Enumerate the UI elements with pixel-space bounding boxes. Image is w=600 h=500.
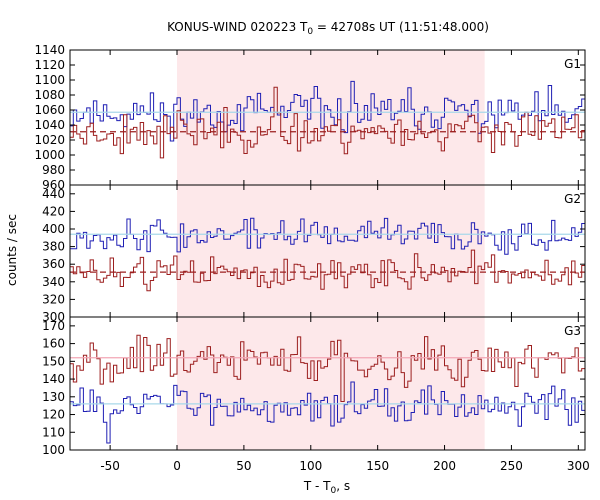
chart-title: KONUS-WIND 020223 T0 = 42708s UT (11:51:… bbox=[167, 20, 489, 37]
y-tick-label: 360 bbox=[42, 257, 65, 271]
y-tick-label: 120 bbox=[42, 408, 65, 422]
y-tick-label: 960 bbox=[42, 178, 65, 192]
y-tick-label: 1140 bbox=[34, 43, 65, 57]
x-tick-label: 100 bbox=[299, 459, 322, 473]
series-g2-1 bbox=[70, 217, 585, 255]
x-tick-label: 50 bbox=[236, 459, 251, 473]
y-tick-label: 340 bbox=[42, 275, 65, 289]
panel-label-g3: G3 bbox=[564, 324, 581, 338]
y-tick-label: 300 bbox=[42, 310, 65, 324]
y-tick-label: 1080 bbox=[34, 88, 65, 102]
y-tick-label: 440 bbox=[42, 187, 65, 201]
chart-title-rest: = 42708s UT (11:51:48.000) bbox=[313, 20, 489, 34]
x-tick-label: 150 bbox=[366, 459, 389, 473]
y-tick-label: 380 bbox=[42, 240, 65, 254]
y-tick-label: 1020 bbox=[34, 133, 65, 147]
y-tick-label: 1000 bbox=[34, 148, 65, 162]
plot-layer: 96098010001020104010601080110011201140G1… bbox=[34, 43, 589, 473]
series-g3-2 bbox=[70, 381, 585, 444]
y-tick-label: 1060 bbox=[34, 103, 65, 117]
chart-title-sub: 0 bbox=[307, 27, 313, 37]
x-tick-label: 300 bbox=[567, 459, 590, 473]
x-axis-label: T - T0, s bbox=[303, 479, 350, 496]
panel-label-g1: G1 bbox=[564, 57, 581, 71]
y-tick-label: 1120 bbox=[34, 58, 65, 72]
series-g1-1 bbox=[70, 80, 585, 142]
y-tick-label: 140 bbox=[42, 372, 65, 386]
x-tick-label: 250 bbox=[500, 459, 523, 473]
x-axis-label-main: T - T bbox=[303, 479, 331, 493]
panel-label-g2: G2 bbox=[564, 192, 581, 206]
series-g3-1 bbox=[70, 334, 585, 402]
y-tick-label: 100 bbox=[42, 443, 65, 457]
y-tick-label: 160 bbox=[42, 337, 65, 351]
y-tick-label: 1100 bbox=[34, 73, 65, 87]
chart-title-main: KONUS-WIND 020223 T bbox=[167, 20, 308, 34]
x-tick-label: -50 bbox=[100, 459, 120, 473]
x-tick-label: 0 bbox=[173, 459, 181, 473]
x-axis-label-rest: , s bbox=[336, 479, 350, 493]
series-g1-2 bbox=[70, 86, 585, 159]
series-g2-2 bbox=[70, 249, 585, 292]
y-tick-label: 170 bbox=[42, 319, 65, 333]
y-axis-label: counts / sec bbox=[5, 214, 19, 286]
y-tick-label: 150 bbox=[42, 354, 65, 368]
x-axis-label-sub: 0 bbox=[331, 486, 337, 496]
x-tick-label: 200 bbox=[433, 459, 456, 473]
y-tick-label: 320 bbox=[42, 292, 65, 306]
y-tick-label: 420 bbox=[42, 204, 65, 218]
y-tick-label: 400 bbox=[42, 222, 65, 236]
y-tick-label: 980 bbox=[42, 163, 65, 177]
y-tick-label: 130 bbox=[42, 390, 65, 404]
y-tick-label: 110 bbox=[42, 425, 65, 439]
panel-frame-g3 bbox=[69, 316, 586, 451]
y-tick-label: 1040 bbox=[34, 118, 65, 132]
